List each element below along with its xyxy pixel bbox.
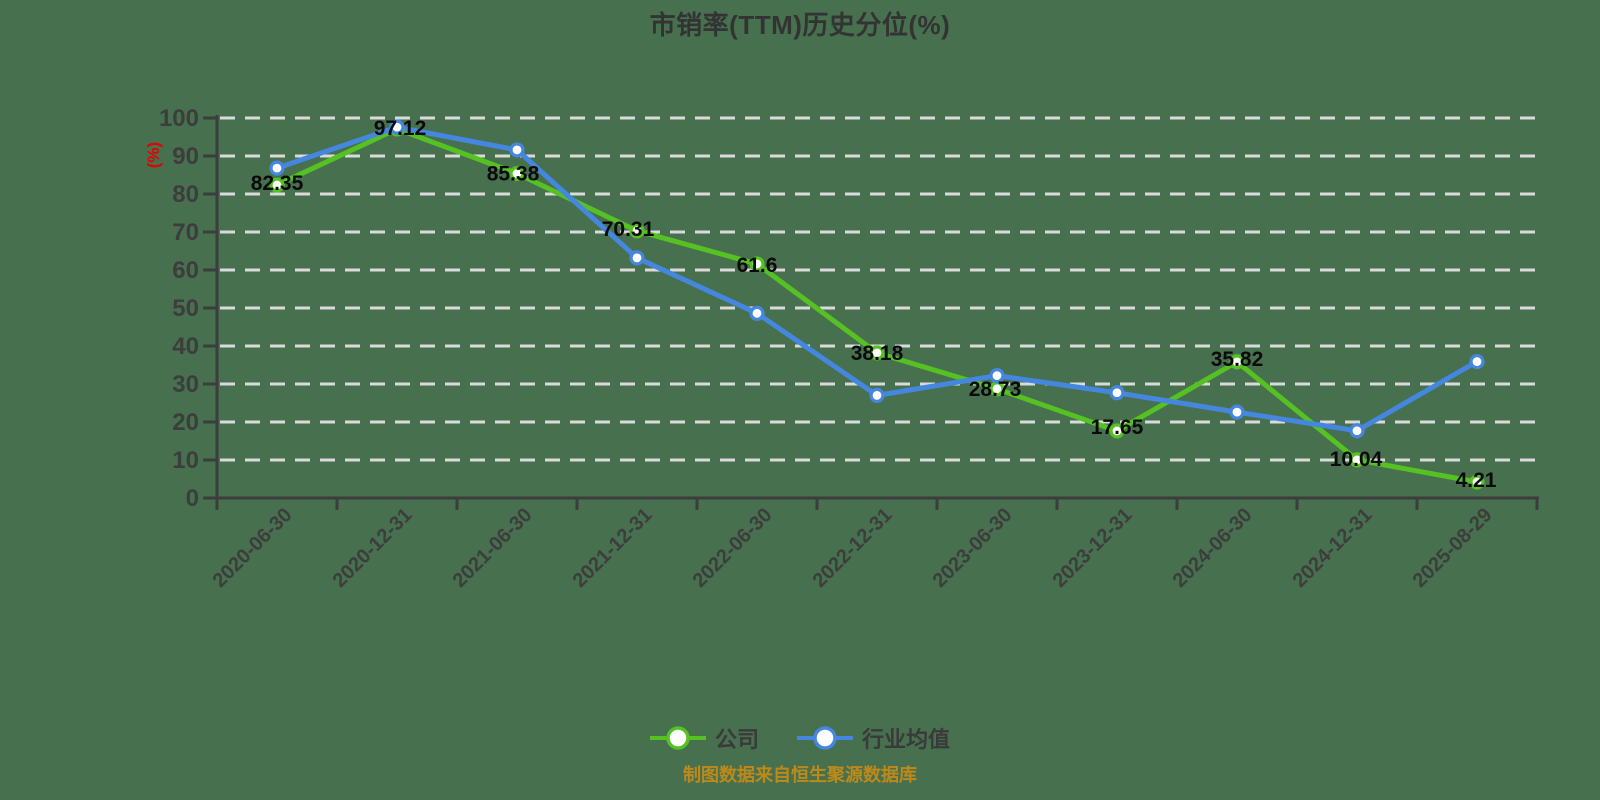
industry-average-data-point[interactable] bbox=[1109, 385, 1125, 401]
legend-item-industry-average[interactable]: 行业均值 bbox=[797, 722, 950, 754]
industry-average-data-point[interactable] bbox=[389, 119, 405, 135]
company-data-point[interactable] bbox=[629, 223, 645, 239]
data-point-label: 35.82 bbox=[1211, 348, 1264, 371]
industry-average-data-point[interactable] bbox=[629, 250, 645, 266]
company-data-point[interactable] bbox=[1349, 452, 1365, 468]
company-series-line bbox=[274, 126, 1480, 485]
y-axis-unit-label: (%) bbox=[144, 141, 163, 169]
legend-item-company[interactable]: 公司 bbox=[649, 722, 759, 754]
x-tick-label: 2021-12-31 bbox=[569, 504, 657, 592]
company-data-point[interactable] bbox=[509, 165, 525, 182]
y-tick-label: 0 bbox=[186, 485, 199, 512]
company-data-point[interactable] bbox=[269, 177, 285, 193]
industry-average-data-point[interactable] bbox=[1469, 353, 1485, 370]
data-point-label: 97.12 bbox=[374, 117, 427, 140]
data-point-label: 70.31 bbox=[602, 218, 655, 241]
y-tick-label: 60 bbox=[172, 257, 199, 284]
industry-average-data-point[interactable] bbox=[989, 368, 1005, 384]
x-tick-label: 2024-12-31 bbox=[1289, 504, 1377, 592]
x-tick-label: 2020-12-31 bbox=[329, 504, 417, 592]
y-tick-label: 90 bbox=[172, 143, 199, 170]
company-data-point[interactable] bbox=[1109, 423, 1125, 439]
x-tick-label: 2021-06-30 bbox=[449, 504, 537, 592]
industry-average-data-point[interactable] bbox=[749, 305, 765, 321]
x-tick-label: 2025-08-29 bbox=[1409, 504, 1497, 592]
company-data-point[interactable] bbox=[749, 256, 765, 272]
data-point-label: 4.21 bbox=[1456, 469, 1497, 492]
company-line-marker-icon bbox=[649, 726, 706, 750]
legend-label-industry-average: 行业均值 bbox=[862, 727, 951, 752]
x-tick-label: 2022-06-30 bbox=[689, 504, 777, 592]
company-data-point[interactable] bbox=[1229, 354, 1245, 370]
data-point-label: 28.73 bbox=[969, 378, 1022, 401]
x-tick-label: 2023-12-31 bbox=[1049, 504, 1137, 592]
x-tick-label: 2024-06-30 bbox=[1169, 504, 1257, 592]
industry-average-data-point[interactable] bbox=[269, 160, 285, 176]
y-tick-label: 20 bbox=[172, 409, 199, 436]
chart-legend: 公司 行业均值 bbox=[0, 722, 1600, 754]
x-tick-label: 2022-12-31 bbox=[809, 504, 897, 592]
y-tick-label: 100 bbox=[159, 105, 199, 132]
industry-average-data-point[interactable] bbox=[1229, 404, 1245, 420]
y-tick-label: 30 bbox=[172, 371, 199, 398]
data-point-label: 82.35 bbox=[251, 172, 304, 195]
y-tick-label: 10 bbox=[172, 447, 199, 474]
legend-circle bbox=[813, 726, 837, 750]
chart-title: 市销率(TTM)历史分位(%) bbox=[649, 10, 951, 40]
data-point-label: 17.65 bbox=[1091, 416, 1144, 439]
industry-average-data-point[interactable] bbox=[509, 142, 525, 158]
industry-average-data-point[interactable] bbox=[1349, 423, 1365, 439]
data-point-label: 85.38 bbox=[487, 163, 540, 186]
data-point-label: 10.04 bbox=[1330, 448, 1383, 471]
x-tick-label: 2023-06-30 bbox=[929, 504, 1017, 592]
data-point-label: 38.18 bbox=[851, 342, 904, 365]
data-point-label: 61.6 bbox=[737, 254, 778, 277]
company-data-point[interactable] bbox=[1469, 474, 1485, 490]
industry-average-line-marker-icon bbox=[797, 726, 853, 750]
y-tick-label: 80 bbox=[172, 181, 199, 208]
data-source-note: 制图数据来自恒生聚源数据库 bbox=[683, 765, 917, 785]
y-tick-label: 70 bbox=[172, 219, 199, 246]
y-tick-label: 40 bbox=[172, 333, 199, 360]
industry-average-data-point[interactable] bbox=[869, 387, 885, 403]
x-tick-label: 2020-06-30 bbox=[209, 504, 297, 592]
company-data-point[interactable] bbox=[869, 345, 885, 361]
legend-circle bbox=[666, 726, 690, 750]
legend-label-company: 公司 bbox=[714, 727, 759, 752]
y-tick-label: 50 bbox=[172, 295, 199, 322]
